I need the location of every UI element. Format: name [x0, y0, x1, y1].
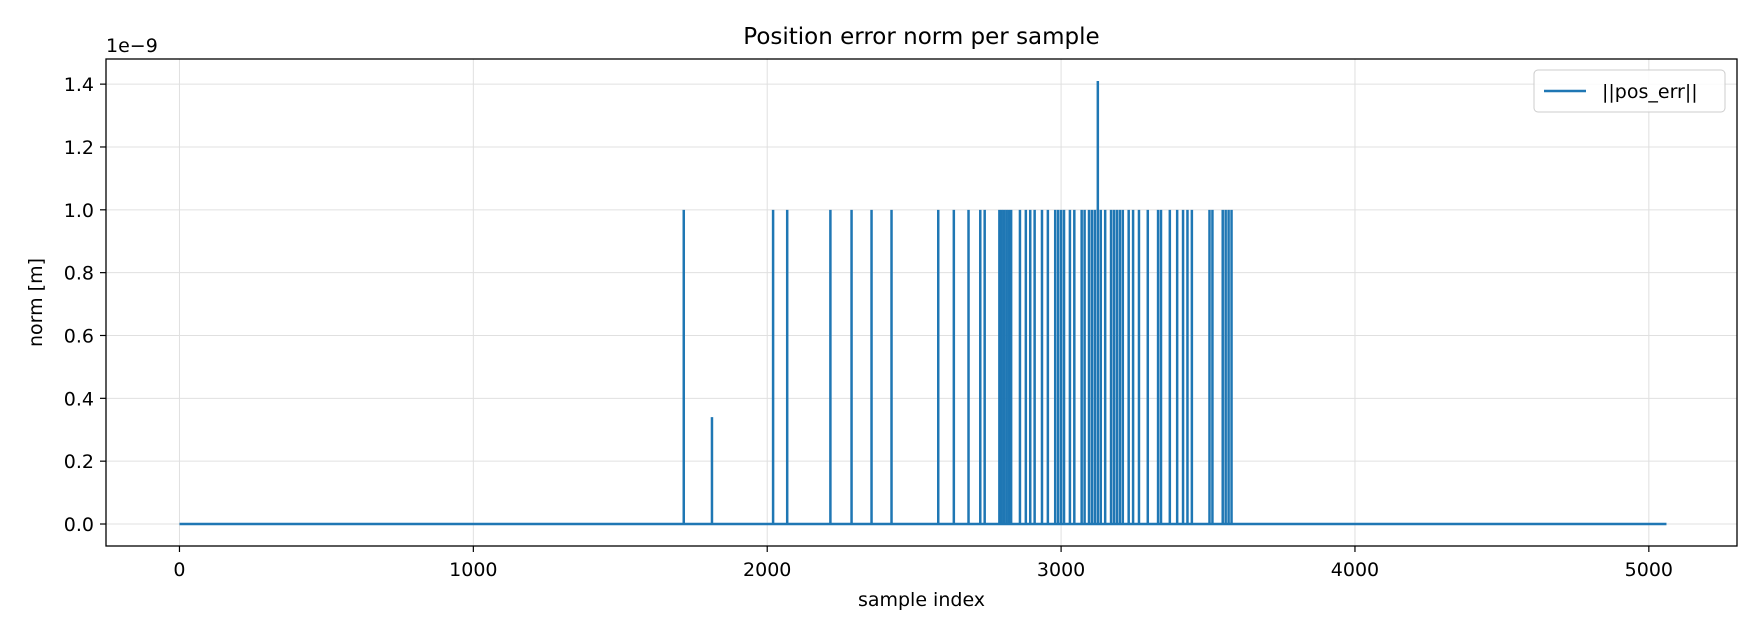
series-layer: [179, 80, 1667, 526]
y-tick-label: 1.0: [64, 200, 94, 222]
x-tick-label: 5000: [1625, 559, 1673, 581]
grid: [106, 59, 1737, 546]
y-tick-label: 0.8: [64, 263, 94, 285]
x-tick-label: 4000: [1331, 559, 1379, 581]
x-tick-label: 1000: [449, 559, 497, 581]
legend-box: [1533, 69, 1726, 113]
legend-label: ||pos_err||: [1602, 81, 1698, 103]
legend: ||pos_err||: [1533, 69, 1726, 113]
x-tick-label: 0: [173, 559, 185, 581]
y-tick-label: 1.2: [64, 137, 94, 159]
y-tick-label: 0.2: [64, 451, 94, 473]
plot-frame: [105, 58, 1738, 547]
y-axis-title: norm [m]: [25, 258, 47, 347]
x-axis-title: sample index: [858, 589, 985, 611]
y-axis-offset-label: 1e−9: [106, 35, 158, 57]
x-tick-label: 2000: [743, 559, 791, 581]
ticks: 0 1000 2000 3000 4000 5000 0.0 0.2 0.4 0.6 0.8 1.0 1…: [64, 74, 1673, 581]
y-tick-label: 0.6: [64, 325, 94, 347]
y-tick-label: 0.0: [64, 514, 94, 536]
x-tick-label: 3000: [1037, 559, 1085, 581]
chart-title: Position error norm per sample: [743, 24, 1099, 50]
y-tick-label: 1.4: [64, 74, 94, 96]
y-tick-label: 0.4: [64, 388, 94, 410]
